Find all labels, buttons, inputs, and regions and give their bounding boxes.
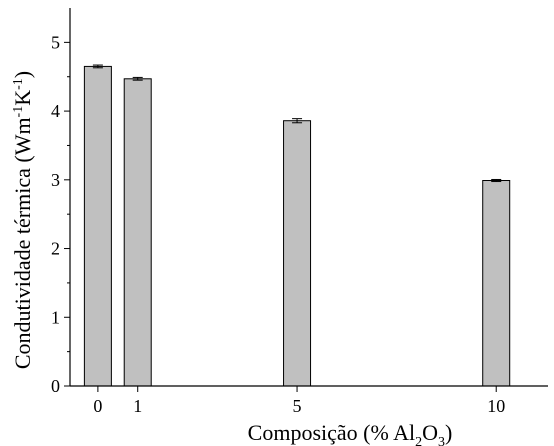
bar — [482, 180, 511, 387]
bar — [83, 65, 112, 387]
x-tick-label: 0 — [93, 396, 102, 416]
x-tick-label: 1 — [133, 396, 142, 416]
bars-layer — [83, 65, 511, 387]
x-ticks-layer: 0 1 5 10 — [93, 386, 505, 416]
error-bars-layer — [92, 64, 502, 183]
y-tick-label: 1 — [51, 307, 60, 327]
x-tick-label: 5 — [293, 396, 302, 416]
bar — [123, 78, 152, 387]
y-axis-title: Condutividade térmica (Wm-1K-1) — [10, 71, 35, 369]
bar — [283, 120, 312, 387]
y-tick-label: 0 — [51, 376, 60, 396]
y-tick-label: 3 — [51, 170, 60, 190]
y-ticks-layer: 0 1 2 3 4 5 — [51, 32, 70, 396]
x-axis-title: Composição (% Al2O3) — [248, 420, 453, 446]
y-tick-label: 5 — [51, 32, 60, 52]
y-tick-label: 2 — [51, 239, 60, 259]
axes-layer — [69, 8, 548, 387]
x-tick-label: 10 — [487, 396, 505, 416]
y-tick-label: 4 — [51, 101, 60, 121]
